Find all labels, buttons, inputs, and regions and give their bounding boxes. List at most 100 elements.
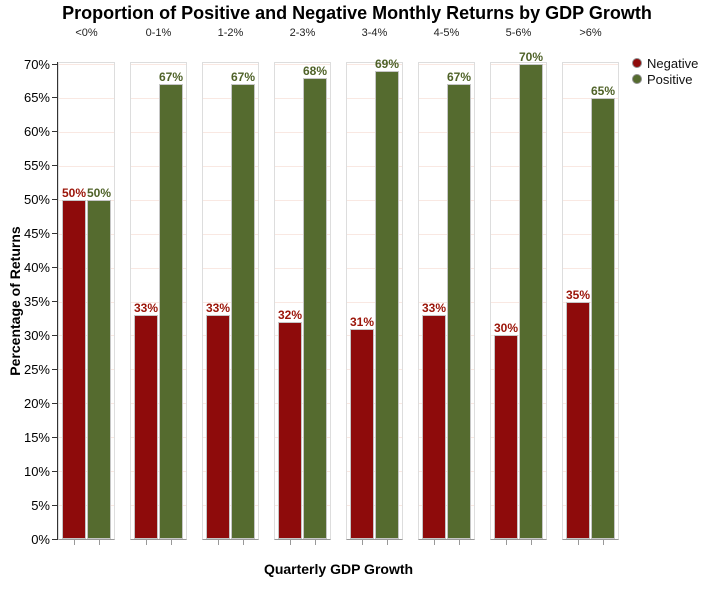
gridline: [59, 437, 114, 439]
gridline: [419, 335, 474, 337]
negative-bar: [62, 199, 86, 539]
x-axis-tick: [603, 540, 604, 545]
gridline: [275, 369, 330, 371]
gridline: [59, 267, 114, 269]
positive-bar-value: 69%: [374, 56, 400, 71]
gridline: [419, 233, 474, 235]
gridline: [59, 165, 114, 167]
gridline: [131, 335, 186, 337]
gridline: [563, 335, 618, 337]
gridline: [131, 505, 186, 507]
positive-bar-value: 68%: [302, 63, 328, 78]
x-axis-tick: [315, 540, 316, 545]
y-axis-tick: [52, 131, 58, 133]
x-axis-tick: [387, 540, 388, 545]
y-axis-tick-label: 55%: [23, 158, 50, 174]
x-axis-tick: [290, 540, 291, 545]
gridline: [563, 199, 618, 201]
gridline: [491, 403, 546, 405]
positive-bar: [375, 70, 399, 539]
x-axis-tick: [74, 540, 75, 545]
y-axis-tick-label: 0%: [31, 531, 50, 547]
gridline: [419, 97, 474, 99]
y-axis-tick-label: 5%: [31, 497, 50, 513]
gridline: [347, 131, 402, 133]
gridline: [131, 267, 186, 269]
gridline: [563, 64, 618, 65]
y-axis-tick: [52, 334, 58, 336]
y-axis-tick-label: 20%: [23, 395, 50, 411]
positive-bar: [447, 84, 471, 539]
gridline: [563, 165, 618, 167]
gridline: [203, 301, 258, 303]
y-axis-tick: [52, 165, 58, 167]
gridline: [275, 64, 330, 65]
gridline: [203, 267, 258, 269]
gridline: [419, 267, 474, 269]
gridline: [59, 199, 114, 201]
y-axis-tick-label: 35%: [23, 294, 50, 309]
gridline: [563, 267, 618, 269]
gridline: [275, 97, 330, 99]
y-axis-tick-label: 45%: [23, 226, 50, 242]
y-axis-tick: [52, 368, 58, 370]
facet-panel: 33% 67%: [202, 62, 259, 540]
negative-bar-value: 33%: [133, 301, 159, 316]
gridline: [419, 505, 474, 507]
gridline: [419, 64, 474, 65]
gridline: [347, 267, 402, 269]
gridline: [347, 97, 402, 99]
legend-label: Positive: [647, 71, 693, 87]
gridline: [131, 64, 186, 65]
gridline: [347, 335, 402, 337]
gridline: [419, 437, 474, 439]
gridline: [131, 369, 186, 371]
gridline: [563, 437, 618, 439]
negative-bar: [278, 321, 302, 539]
facet-panel: 35% 65%: [562, 62, 619, 540]
x-axis-tick: [578, 540, 579, 545]
facet-label: 4-5%: [433, 27, 460, 39]
facet-label: 3-4%: [361, 27, 388, 39]
gridline: [203, 403, 258, 405]
gridline: [347, 437, 402, 439]
gridline: [563, 301, 618, 303]
gridline: [347, 369, 402, 371]
y-axis-tick-label: 50%: [23, 192, 50, 208]
gridline: [203, 471, 258, 473]
negative-bar: [134, 315, 158, 539]
chart-title: Proportion of Positive and Negative Mont…: [62, 3, 652, 23]
y-axis-tick: [52, 504, 58, 506]
positive-bar: [303, 77, 327, 539]
y-axis-tick-label: 70%: [23, 56, 50, 72]
gridline: [131, 233, 186, 235]
facet-panel: 30% 70%: [490, 51, 547, 540]
gridline: [203, 369, 258, 371]
gridline: [491, 505, 546, 507]
positive-bar-value: 67%: [446, 70, 472, 85]
gridline: [563, 233, 618, 235]
gridline: [491, 471, 546, 473]
gridline: [131, 97, 186, 99]
negative-bar-value: 35%: [565, 287, 591, 302]
gridline: [419, 369, 474, 371]
negative-bar: [422, 315, 446, 539]
negative-bar: [350, 328, 374, 539]
legend-item-positive: Positive: [632, 71, 698, 87]
legend-label: Negative: [647, 55, 699, 71]
y-axis-tick-label: 15%: [23, 429, 50, 445]
gridline: [347, 505, 402, 507]
gridline: [275, 131, 330, 133]
x-axis-tick: [531, 540, 532, 545]
facet-label: >6%: [579, 27, 602, 39]
y-axis-tick-label: 30%: [23, 327, 50, 343]
gridline: [347, 471, 402, 473]
y-axis-tick-label: 65%: [23, 90, 50, 106]
facet-label: 1-2%: [217, 27, 244, 39]
negative-bar-value: 33%: [205, 301, 231, 316]
gridline: [563, 131, 618, 133]
gridline: [131, 199, 186, 201]
y-axis-tick: [52, 301, 58, 302]
gridline: [203, 97, 258, 99]
